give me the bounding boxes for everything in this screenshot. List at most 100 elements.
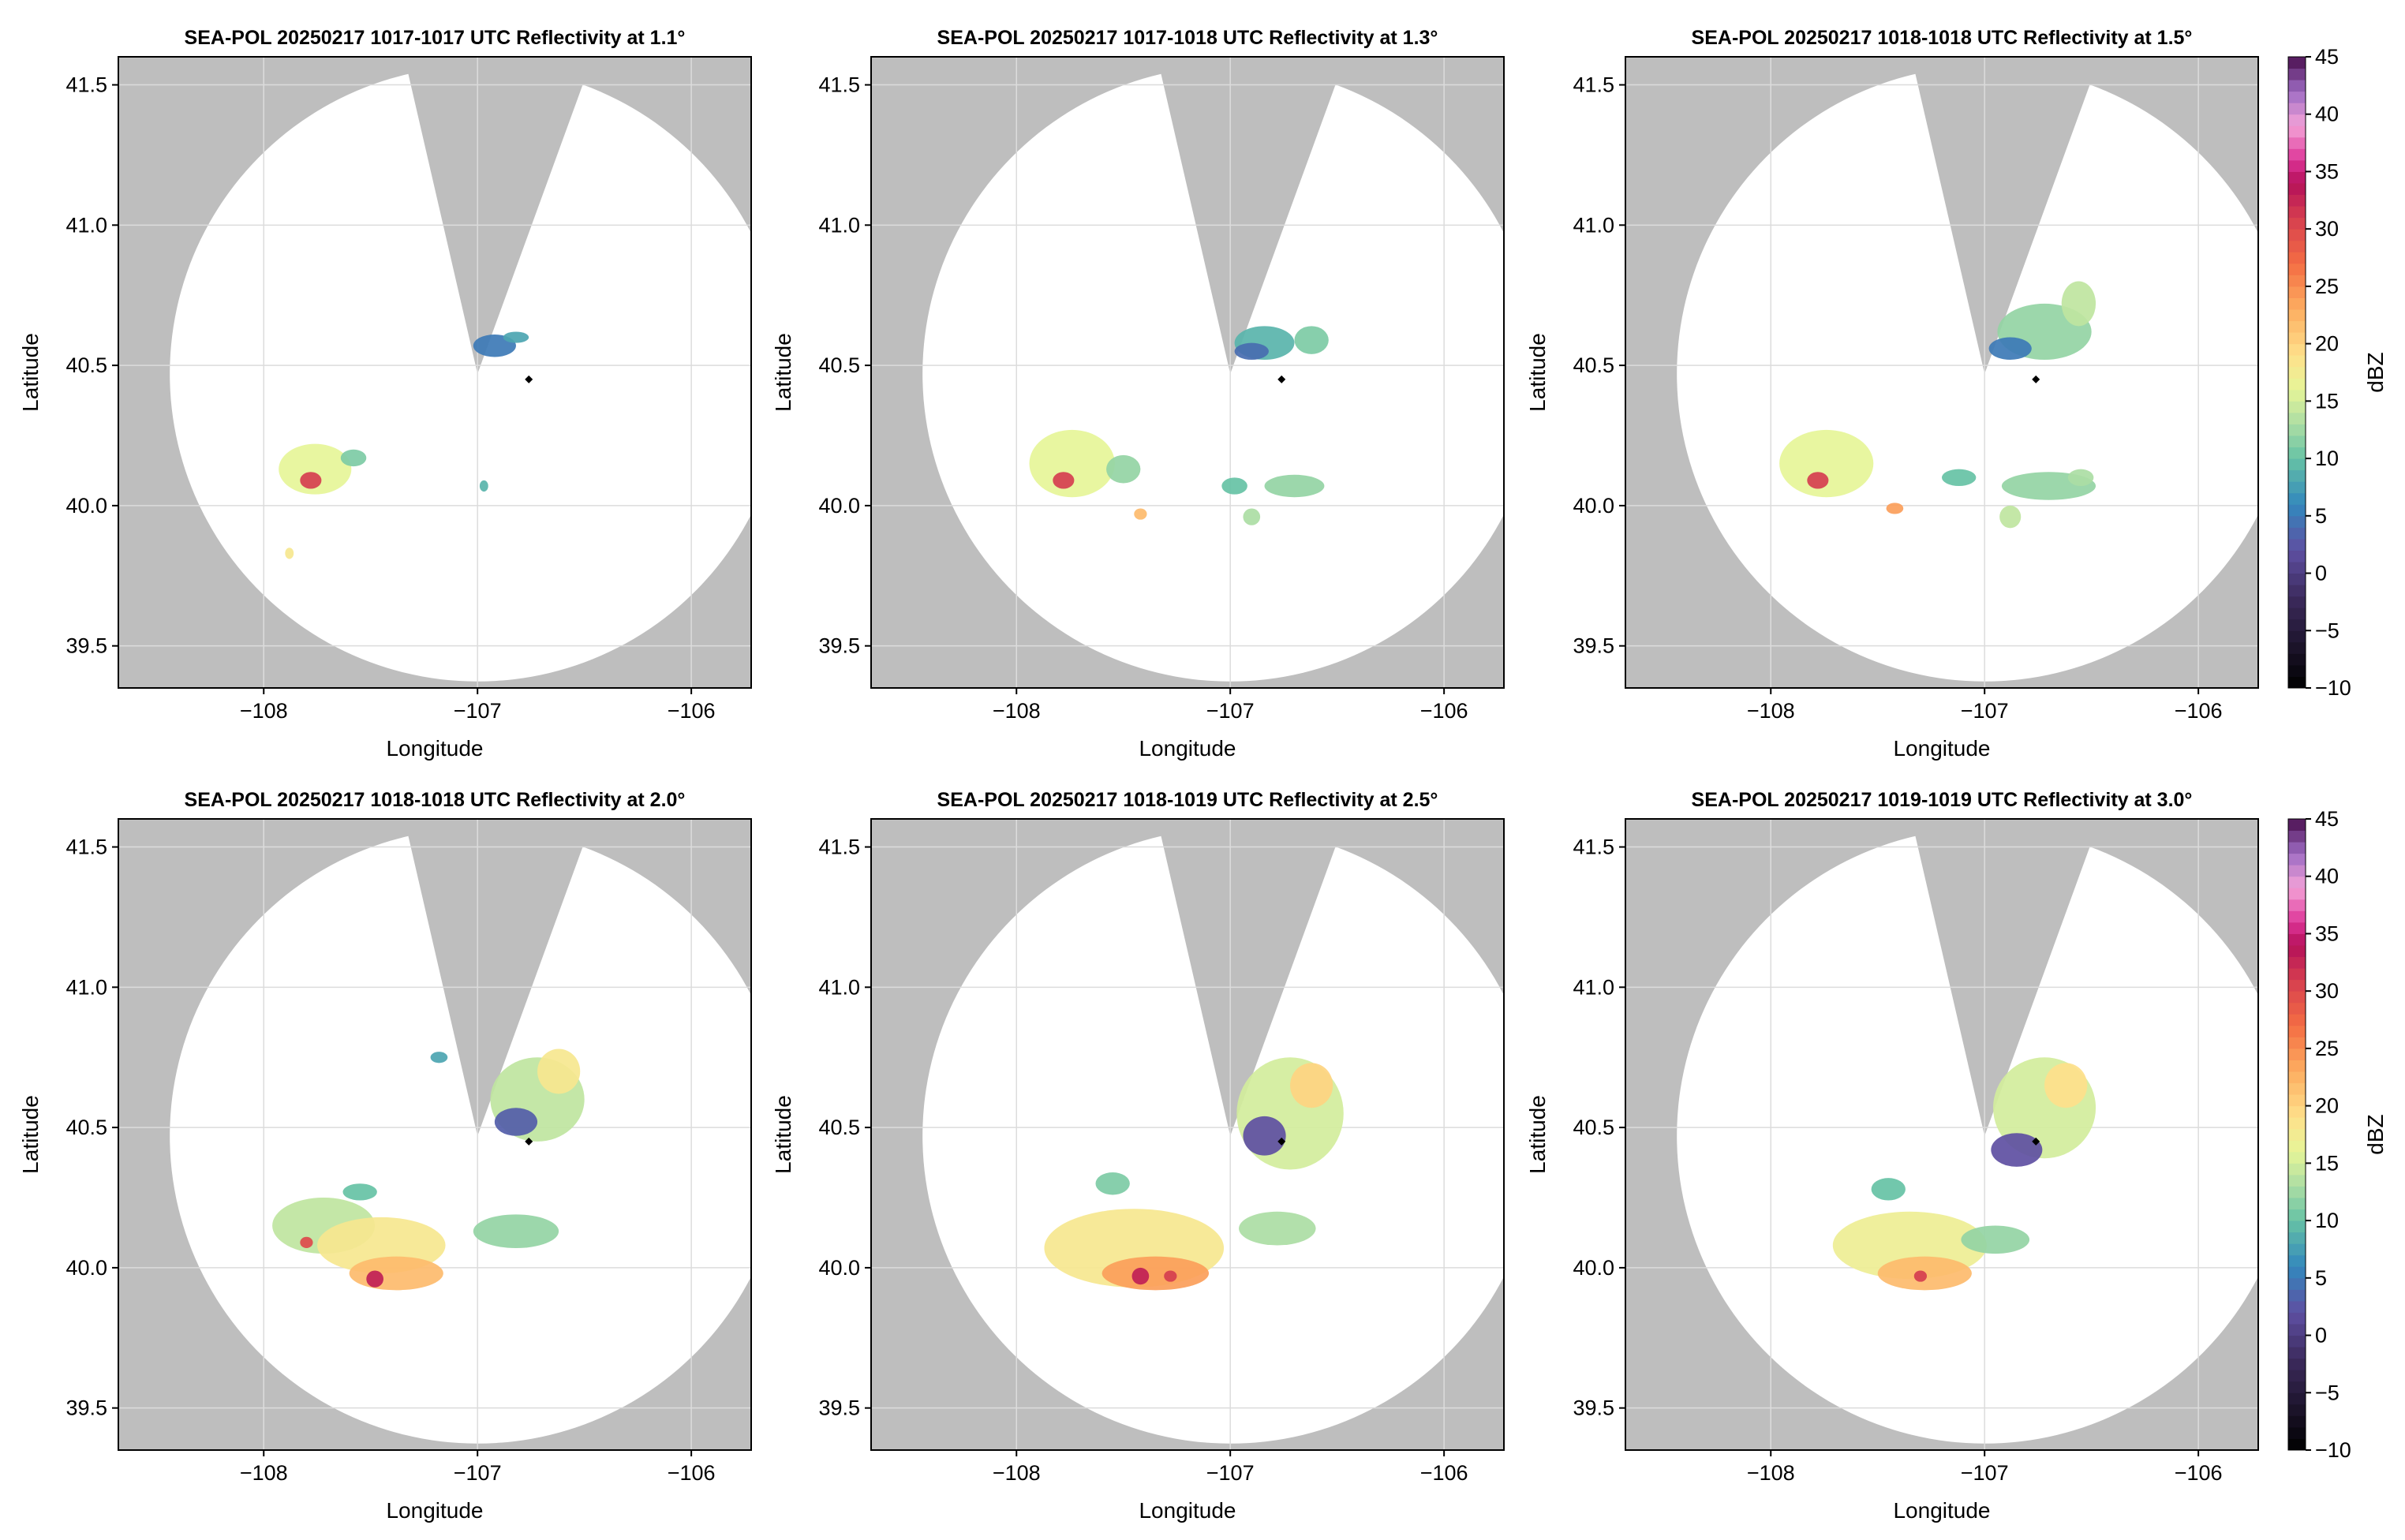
- colorbar-segment: [2288, 332, 2306, 345]
- echo-cell: [1131, 1267, 1150, 1285]
- y-tick-label: 40.5: [1573, 353, 1614, 377]
- colorbar-segment: [2288, 492, 2306, 505]
- y-tick-label: 41.5: [65, 73, 107, 97]
- echo-cell: [1221, 477, 1247, 495]
- x-tick-label: −108: [240, 1461, 288, 1485]
- colorbar-segment: [2288, 343, 2306, 356]
- colorbar-segment: [2288, 309, 2306, 322]
- site-marker: [525, 375, 533, 383]
- colorbar: −10 −5 0 5 10 15 20 25 30 35 40 45 dBZ: [2287, 807, 2388, 1462]
- colorbar-segment: [2288, 607, 2306, 620]
- x-tick-label: −108: [1747, 699, 1795, 723]
- y-tick-label: 39.5: [818, 1396, 860, 1420]
- x-axis-label: Longitude: [1139, 1498, 1236, 1523]
- panel-title: SEA-POL 20250217 1018-1019 UTC Reflectiv…: [937, 789, 1438, 811]
- colorbar-frame: [2287, 56, 2306, 689]
- colorbar-segment: [2288, 1415, 2306, 1428]
- echo-cell: [1913, 1270, 1928, 1282]
- colorbar-segment: [2288, 1048, 2306, 1060]
- y-axis-label: Latitude: [1525, 333, 1550, 412]
- x-tick-label: −107: [1206, 699, 1255, 723]
- colorbar-segment: [2288, 1198, 2306, 1210]
- radar-sweep: [922, 73, 1504, 682]
- x-tick-label: −106: [2175, 1461, 2223, 1485]
- panel-title: SEA-POL 20250217 1017-1017 UTC Reflectiv…: [185, 27, 686, 49]
- colorbar-tick-label: 15: [2315, 389, 2339, 413]
- echo-cell: [1942, 469, 1977, 486]
- colorbar-segment: [2288, 1174, 2306, 1187]
- colorbar-segment: [2288, 910, 2306, 923]
- colorbar-segment: [2288, 1404, 2306, 1416]
- colorbar-segment: [2288, 401, 2306, 413]
- colorbar-tick-label: 45: [2315, 45, 2339, 69]
- colorbar-segment: [2288, 1071, 2306, 1084]
- radar-sweep: [170, 73, 751, 682]
- colorbar-tick-label: 10: [2315, 1209, 2339, 1232]
- colorbar-tick-label: 20: [2315, 332, 2339, 356]
- echo-cell: [473, 1214, 559, 1248]
- echo-cell: [1243, 508, 1261, 525]
- radar-panel: −108 −107 −106 39.5 40.0 40.5 41.0 41.5 SEA-POL …: [771, 27, 1505, 761]
- y-tick-label: 41.5: [818, 835, 860, 859]
- colorbar-segment: [2288, 664, 2306, 677]
- x-tick-label: −106: [1420, 1461, 1468, 1485]
- echo-cells: [1029, 326, 1329, 525]
- panel-title: SEA-POL 20250217 1018-1018 UTC Reflectiv…: [1692, 27, 2193, 49]
- colorbar-tick-label: 5: [2315, 1266, 2327, 1290]
- colorbar-tick-label: 35: [2315, 159, 2339, 183]
- colorbar-segment: [2288, 1300, 2306, 1313]
- y-axis-label: Latitude: [18, 333, 43, 412]
- colorbar-segment: [2288, 1082, 2306, 1095]
- echo-cell: [430, 1052, 448, 1063]
- echo-cell: [1102, 1256, 1210, 1291]
- colorbar-segment: [2288, 389, 2306, 402]
- echo-cell: [537, 1048, 581, 1094]
- colorbar-segment: [2288, 527, 2306, 540]
- colorbar-segment: [2288, 596, 2306, 608]
- colorbar-tick-label: 40: [2315, 103, 2339, 126]
- y-axis-label: Latitude: [771, 1095, 795, 1174]
- colorbar-segment: [2288, 229, 2306, 241]
- colorbar-segment: [2288, 991, 2306, 1004]
- colorbar-segment: [2288, 573, 2306, 585]
- colorbar-segment: [2288, 412, 2306, 424]
- colorbar-segments: [2288, 819, 2306, 1451]
- colorbar-segment: [2288, 80, 2306, 92]
- echo-cell: [1294, 326, 1329, 354]
- echo-cell: [1264, 474, 1325, 498]
- colorbar-tick-label: 25: [2315, 1037, 2339, 1060]
- colorbar-tick-label: −10: [2315, 676, 2351, 700]
- colorbar-segment: [2288, 148, 2306, 161]
- colorbar-segment: [2288, 458, 2306, 471]
- colorbar-segment: [2288, 538, 2306, 551]
- x-tick-label: −107: [1961, 699, 2009, 723]
- colorbar-tick-label: 40: [2315, 865, 2339, 888]
- colorbar-segment: [2288, 1117, 2306, 1130]
- panel-title: SEA-POL 20250217 1018-1018 UTC Reflectiv…: [185, 789, 686, 811]
- echo-cell: [342, 1183, 377, 1201]
- colorbar-segments: [2288, 57, 2306, 689]
- echo-cell: [1991, 1133, 2043, 1167]
- colorbar-segment: [2288, 865, 2306, 877]
- colorbar-segment: [2288, 1060, 2306, 1072]
- colorbar-segment: [2288, 1392, 2306, 1405]
- echo-cell: [1961, 1225, 2030, 1254]
- colorbar-segment: [2288, 1163, 2306, 1176]
- y-tick-label: 41.5: [1573, 835, 1614, 859]
- grid: [118, 819, 751, 1450]
- y-tick-label: 40.0: [818, 1256, 860, 1280]
- colorbar-segment: [2288, 1324, 2306, 1336]
- plot-frame: [118, 818, 752, 1451]
- colorbar-segment: [2288, 641, 2306, 654]
- x-tick-label: −106: [1420, 699, 1468, 723]
- colorbar-segment: [2288, 504, 2306, 517]
- colorbar-segment: [2288, 366, 2306, 379]
- y-tick-label: 40.0: [1573, 1256, 1614, 1280]
- x-tick-label: −108: [993, 1461, 1041, 1485]
- colorbar-segment: [2288, 1128, 2306, 1141]
- colorbar-segment: [2288, 876, 2306, 888]
- radar-panel: −108 −107 −106 39.5 40.0 40.5 41.0 41.5 SEA-POL …: [18, 789, 752, 1523]
- y-tick-label: 39.5: [1573, 1396, 1614, 1420]
- colorbar-tick-label: −5: [2315, 619, 2340, 642]
